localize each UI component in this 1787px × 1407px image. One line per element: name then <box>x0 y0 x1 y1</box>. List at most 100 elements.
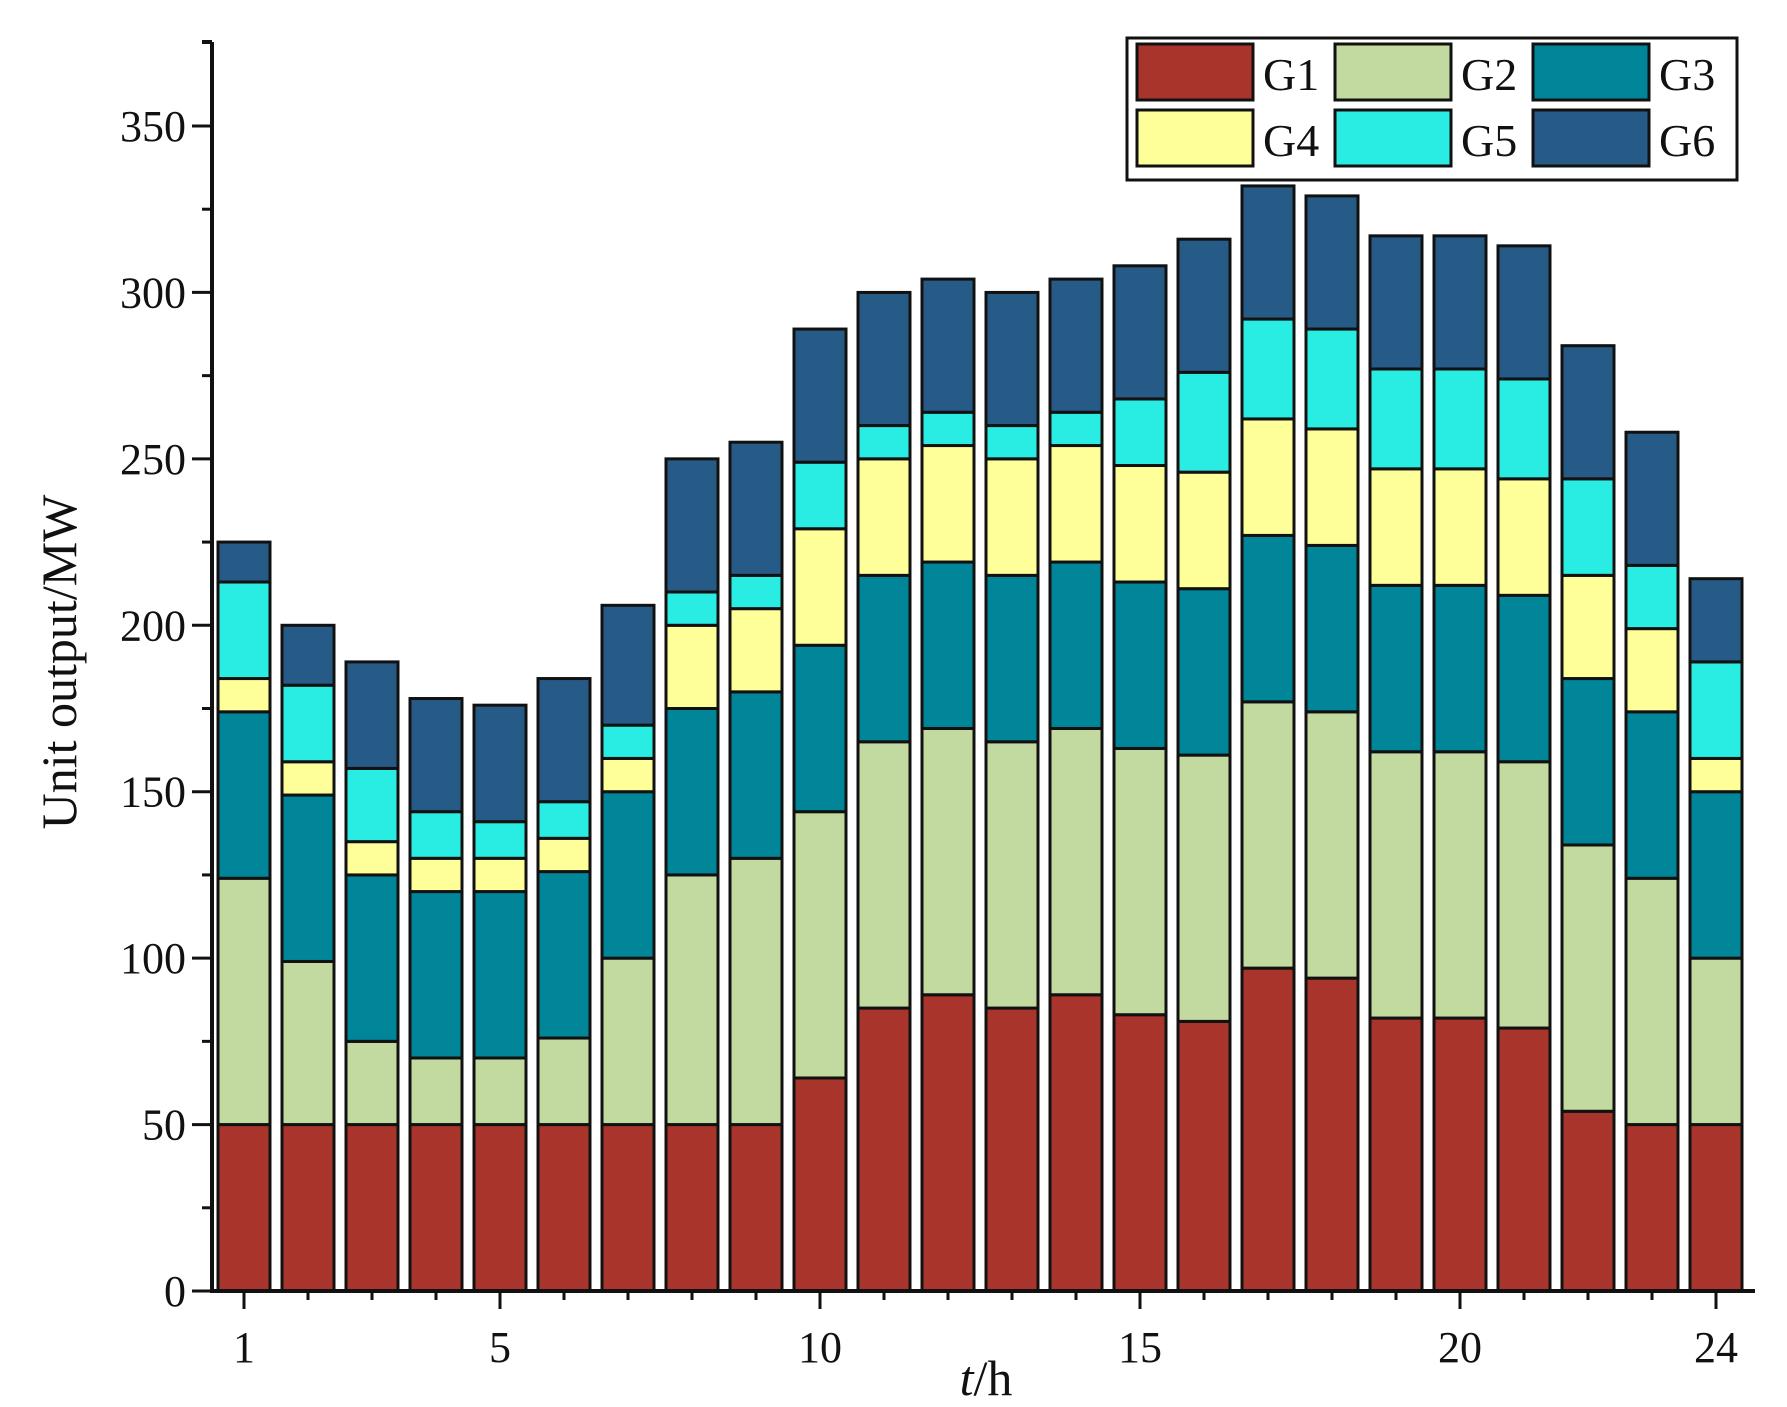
x-tick-label-5: 5 <box>489 1323 511 1372</box>
bar-g4-h9 <box>728 607 784 694</box>
bar-g4-h21 <box>1496 477 1552 597</box>
bar-g6-h8 <box>664 457 720 594</box>
bar-g1-h2 <box>280 1123 336 1293</box>
bar-g4-h24 <box>1688 756 1744 794</box>
bar-g3-h11 <box>856 573 912 744</box>
bar-g2-h10 <box>792 810 848 1080</box>
bar-g3-h17 <box>1240 533 1296 704</box>
bar-g3-h3 <box>344 873 400 1043</box>
bar-g5-h1 <box>216 580 272 681</box>
bar-g5-h22 <box>1560 477 1616 577</box>
bar-g4-h13 <box>984 457 1040 577</box>
bar-g5-h21 <box>1496 377 1552 481</box>
bar-g2-h14 <box>1048 726 1104 997</box>
bar-g1-h13 <box>984 1006 1040 1293</box>
bar-g1-h22 <box>1560 1109 1616 1293</box>
bars-layer <box>216 184 1744 1293</box>
bar-g6-h3 <box>344 660 400 770</box>
bar-g4-h15 <box>1112 464 1168 584</box>
legend-swatch-g1 <box>1135 42 1255 102</box>
legend-label-g1: G1 <box>1263 49 1319 100</box>
bar-g1-h8 <box>664 1123 720 1293</box>
bar-g2-h6 <box>536 1036 592 1127</box>
bar-g5-h2 <box>280 683 336 764</box>
legend-swatch-g4 <box>1135 108 1255 168</box>
bar-g1-h7 <box>600 1123 656 1293</box>
legend-swatch-g2 <box>1333 42 1453 102</box>
bar-g1-h11 <box>856 1006 912 1293</box>
bar-g4-h5 <box>472 856 528 894</box>
bar-g1-h16 <box>1176 1019 1232 1293</box>
bar-g1-h3 <box>344 1123 400 1293</box>
bar-g5-h23 <box>1624 563 1680 631</box>
bar-g5-h15 <box>1112 397 1168 468</box>
bar-g2-h20 <box>1432 750 1488 1020</box>
bar-g1-h10 <box>792 1076 848 1293</box>
bar-g3-h20 <box>1432 583 1488 754</box>
bar-g6-h18 <box>1304 194 1360 331</box>
bar-g5-h4 <box>408 810 464 860</box>
legend-swatch-g5 <box>1333 108 1453 168</box>
bar-g1-h1 <box>216 1123 272 1293</box>
bar-g3-h19 <box>1368 583 1424 754</box>
bar-g2-h19 <box>1368 750 1424 1020</box>
bar-g3-h8 <box>664 707 720 877</box>
bar-g4-h16 <box>1176 470 1232 591</box>
bar-g4-h18 <box>1304 427 1360 547</box>
bar-g2-h13 <box>984 740 1040 1010</box>
bar-g4-h8 <box>664 623 720 710</box>
bar-g6-h14 <box>1048 277 1104 414</box>
bar-g6-h7 <box>600 603 656 727</box>
bar-g6-h2 <box>280 623 336 687</box>
bar-g6-h12 <box>920 277 976 414</box>
bar-g6-h19 <box>1368 234 1424 371</box>
bar-g2-h18 <box>1304 710 1360 980</box>
bar-g5-h11 <box>856 424 912 461</box>
bar-g4-h19 <box>1368 467 1424 587</box>
bar-g6-h16 <box>1176 237 1232 374</box>
legend-label-g5: G5 <box>1461 115 1517 166</box>
bar-g2-h2 <box>280 959 336 1127</box>
bar-g2-h4 <box>408 1056 464 1127</box>
bar-g5-h24 <box>1688 660 1744 760</box>
bar-g4-h17 <box>1240 417 1296 537</box>
bar-g5-h18 <box>1304 327 1360 431</box>
bar-g4-h12 <box>920 444 976 564</box>
legend-label-g2: G2 <box>1461 49 1517 100</box>
bar-g6-h11 <box>856 290 912 428</box>
y-tick-label-300: 300 <box>120 268 186 317</box>
legend-swatch-g6 <box>1531 108 1651 168</box>
bar-g1-h12 <box>920 993 976 1293</box>
bar-g6-h23 <box>1624 430 1680 567</box>
bar-g1-h6 <box>536 1123 592 1293</box>
bar-g6-h10 <box>792 327 848 464</box>
x-axis-title-variable: t <box>960 1350 975 1406</box>
bar-g1-h9 <box>728 1123 784 1293</box>
bar-g5-h9 <box>728 573 784 611</box>
bar-g5-h17 <box>1240 317 1296 421</box>
bar-g6-h4 <box>408 697 464 814</box>
x-axis-title: t/h <box>960 1350 1013 1406</box>
bar-g3-h6 <box>536 870 592 1040</box>
bar-g3-h2 <box>280 793 336 963</box>
bar-g4-h1 <box>216 677 272 714</box>
bar-g2-h16 <box>1176 753 1232 1023</box>
bar-g6-h20 <box>1432 234 1488 371</box>
bar-g3-h24 <box>1688 790 1744 960</box>
bar-g1-h17 <box>1240 966 1296 1293</box>
y-tick-label-250: 250 <box>120 435 186 484</box>
bar-g5-h7 <box>600 723 656 760</box>
bar-g1-h15 <box>1112 1013 1168 1293</box>
x-axis-title-unit: /h <box>974 1350 1013 1406</box>
bar-g5-h19 <box>1368 367 1424 471</box>
x-tick-label-24: 24 <box>1694 1323 1738 1372</box>
bar-g2-h8 <box>664 873 720 1127</box>
bar-g6-h5 <box>472 703 528 824</box>
bar-g4-h10 <box>792 527 848 647</box>
bar-g3-h15 <box>1112 580 1168 750</box>
bar-g1-h24 <box>1688 1123 1744 1293</box>
x-tick-label-1: 1 <box>233 1323 255 1372</box>
bar-g4-h7 <box>600 756 656 794</box>
bar-g2-h24 <box>1688 956 1744 1127</box>
bar-g5-h10 <box>792 460 848 531</box>
